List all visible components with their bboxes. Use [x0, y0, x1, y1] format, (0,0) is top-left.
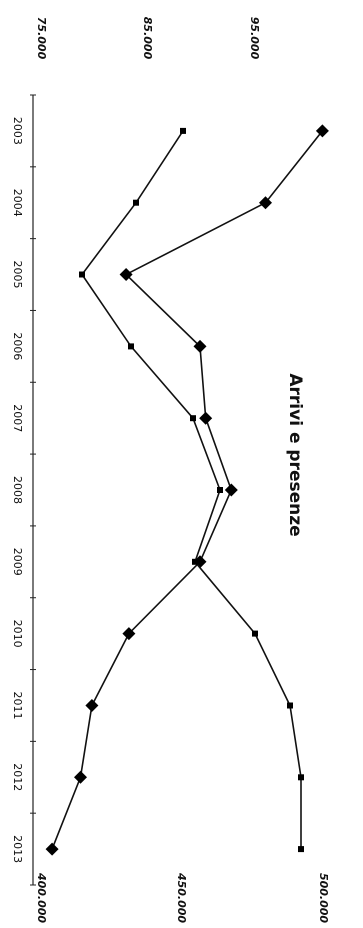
series-point-diamond: [85, 699, 99, 712]
series-point-square: [192, 558, 198, 565]
series-point-square: [128, 343, 134, 350]
series-point-diamond: [315, 124, 329, 138]
series-point-diamond: [199, 411, 213, 425]
left-axis-tick-label: 75.000: [35, 17, 48, 60]
series-point-diamond: [74, 770, 87, 784]
category-tick-label: 2010: [11, 620, 24, 648]
right-axis-tick-label: 400.000: [35, 872, 48, 923]
series-point-diamond: [45, 842, 59, 856]
right-axis-tick-label: 500.000: [317, 873, 330, 923]
left-axis-tick-label: 85.000: [141, 17, 154, 60]
category-tick-label: 2013: [11, 835, 24, 863]
category-tick-label: 2007: [11, 404, 24, 432]
chart-title: Arrivi e presenze: [285, 373, 305, 536]
series-point-diamond: [259, 196, 272, 210]
left-axis-tick-label: 95.000: [248, 17, 261, 60]
category-tick-label: 2006: [11, 332, 24, 360]
series-line-1: [51, 130, 324, 850]
plot-area: 2003 2004 2005 2006 2007 2008 2009 2010 2011 2012…: [11, 94, 329, 886]
category-tick-label: 2005: [11, 261, 24, 289]
series-point-square: [133, 199, 139, 206]
series-point-square: [79, 271, 85, 278]
series-point-diamond: [193, 339, 207, 353]
category-tick-label: 2011: [11, 692, 24, 720]
series-point-square: [252, 630, 258, 637]
series-point-square: [180, 127, 186, 134]
right-axis-ticks: 400.000 450.000 500.000: [35, 872, 330, 923]
series-point-square: [190, 415, 196, 422]
right-axis-tick-label: 450.000: [175, 872, 188, 923]
series-point-diamond: [122, 627, 136, 641]
series-point-diamond: [119, 268, 133, 281]
category-tick-label: 2009: [11, 548, 24, 576]
category-tick-label: 2003: [11, 117, 24, 145]
category-tick-label: 2004: [11, 189, 24, 217]
left-axis-ticks: 75.000 85.000 95.000: [35, 17, 261, 60]
series-point-diamond: [224, 483, 238, 497]
category-tick-label: 2008: [11, 476, 24, 504]
series-point-square: [298, 846, 304, 853]
series-point-square: [287, 702, 293, 709]
series-line-2: [81, 130, 302, 850]
series-point-square: [298, 774, 304, 781]
category-tick-label: 2012: [11, 763, 24, 791]
series-point-square: [217, 487, 223, 493]
